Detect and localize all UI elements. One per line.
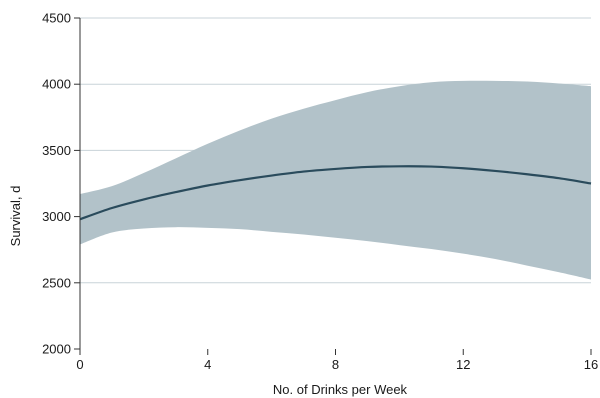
y-tick-label: 4500 (42, 11, 71, 26)
y-tick-label: 4000 (42, 77, 71, 92)
x-tick-label: 0 (76, 357, 83, 372)
y-axis-ticks: 2000 2500 3000 3500 4000 4500 (42, 11, 80, 357)
x-tick-label: 4 (204, 357, 211, 372)
y-tick-label: 2500 (42, 275, 71, 290)
x-tick-label: 16 (584, 357, 598, 372)
survival-curve (79, 165, 592, 221)
confidence-band (80, 80, 591, 280)
y-tick-label: 3000 (42, 209, 71, 224)
x-tick-label: 12 (456, 357, 470, 372)
x-axis-ticks: 0 4 8 12 16 (76, 349, 598, 372)
y-tick-label: 2000 (42, 342, 71, 357)
x-axis-title: No. of Drinks per Week (273, 382, 408, 397)
x-tick-label: 8 (332, 357, 339, 372)
y-tick-label: 3500 (42, 143, 71, 158)
y-axis-title: Survival, d (8, 186, 23, 247)
